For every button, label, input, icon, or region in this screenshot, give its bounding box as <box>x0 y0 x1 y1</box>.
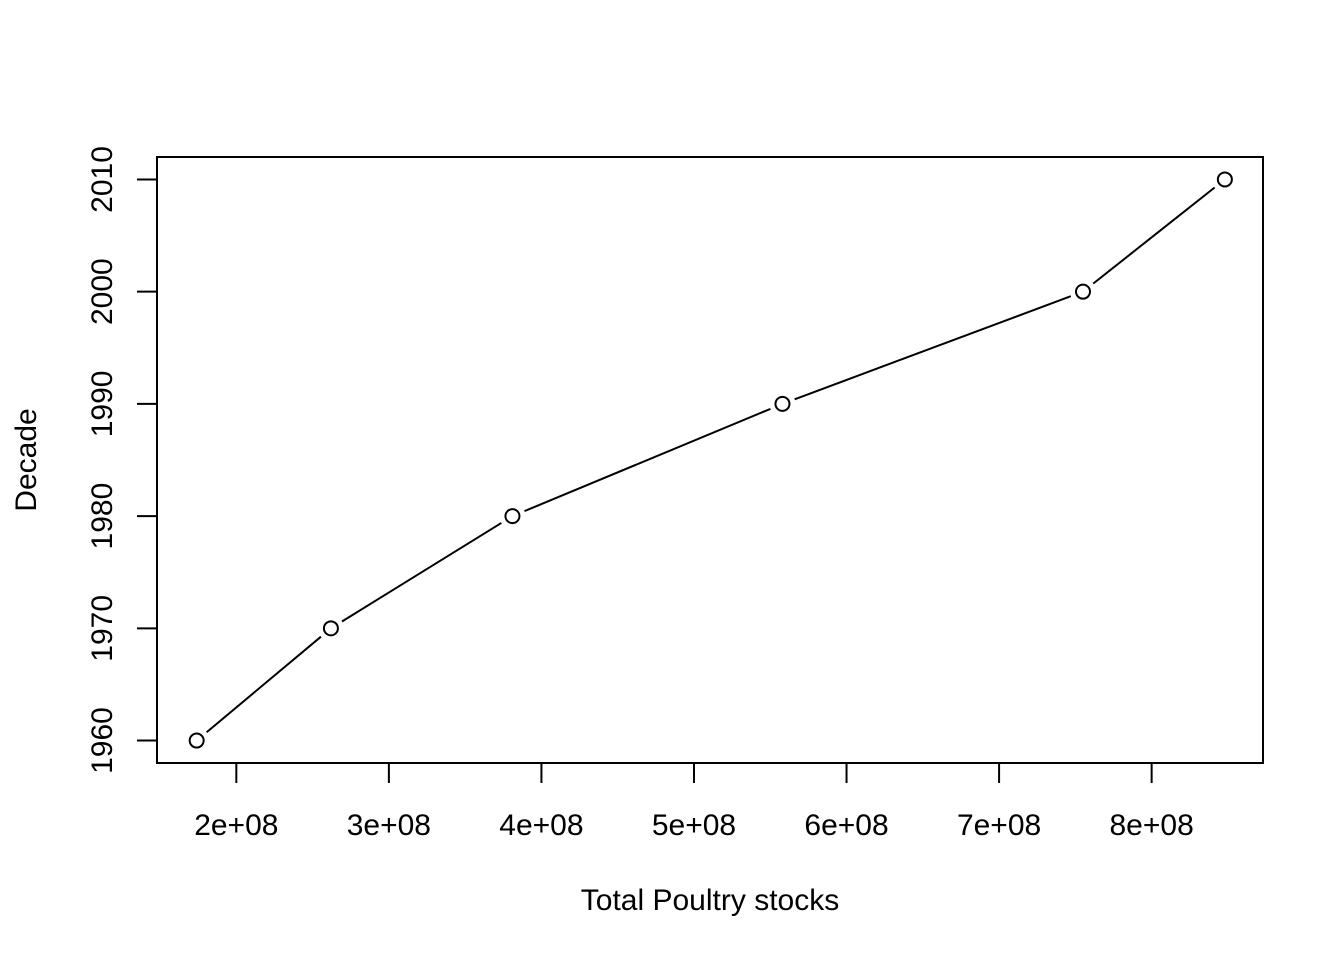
data-point <box>1216 171 1233 188</box>
series-line-segment <box>524 407 771 513</box>
x-tick-label: 5e+08 <box>652 809 736 842</box>
y-tick-label: 2000 <box>86 258 119 325</box>
data-point <box>774 395 791 412</box>
series-layer <box>188 171 1233 749</box>
series-line-segment <box>1092 186 1216 285</box>
x-tick-label: 2e+08 <box>194 809 278 842</box>
x-tick-label: 3e+08 <box>347 809 431 842</box>
series-line-segment <box>794 295 1072 401</box>
plot-frame <box>156 156 1264 764</box>
x-tick-label: 6e+08 <box>804 809 888 842</box>
y-tick-label: 1990 <box>86 371 119 438</box>
x-axis: 2e+08 3e+08 4e+08 5e+08 6e+08 7e+08 8e+08 <box>194 763 1194 842</box>
y-tick-label: 1960 <box>86 707 119 774</box>
y-axis-title: Decade <box>10 408 43 511</box>
y-tick-label: 1970 <box>86 595 119 662</box>
x-axis-title: Total Poultry stocks <box>581 884 839 917</box>
data-point <box>1074 283 1091 300</box>
y-axis: 1960 1970 1980 1990 2000 2010 <box>86 146 157 774</box>
data-point <box>322 620 339 637</box>
x-tick-label: 7e+08 <box>957 809 1041 842</box>
series-line-segment <box>205 635 322 733</box>
data-point <box>188 732 205 749</box>
x-tick-label: 4e+08 <box>499 809 583 842</box>
series-line-segment <box>341 522 502 623</box>
y-tick-label: 2010 <box>86 146 119 213</box>
y-tick-label: 1980 <box>86 483 119 550</box>
data-point <box>504 508 521 525</box>
x-tick-label: 8e+08 <box>1110 809 1194 842</box>
